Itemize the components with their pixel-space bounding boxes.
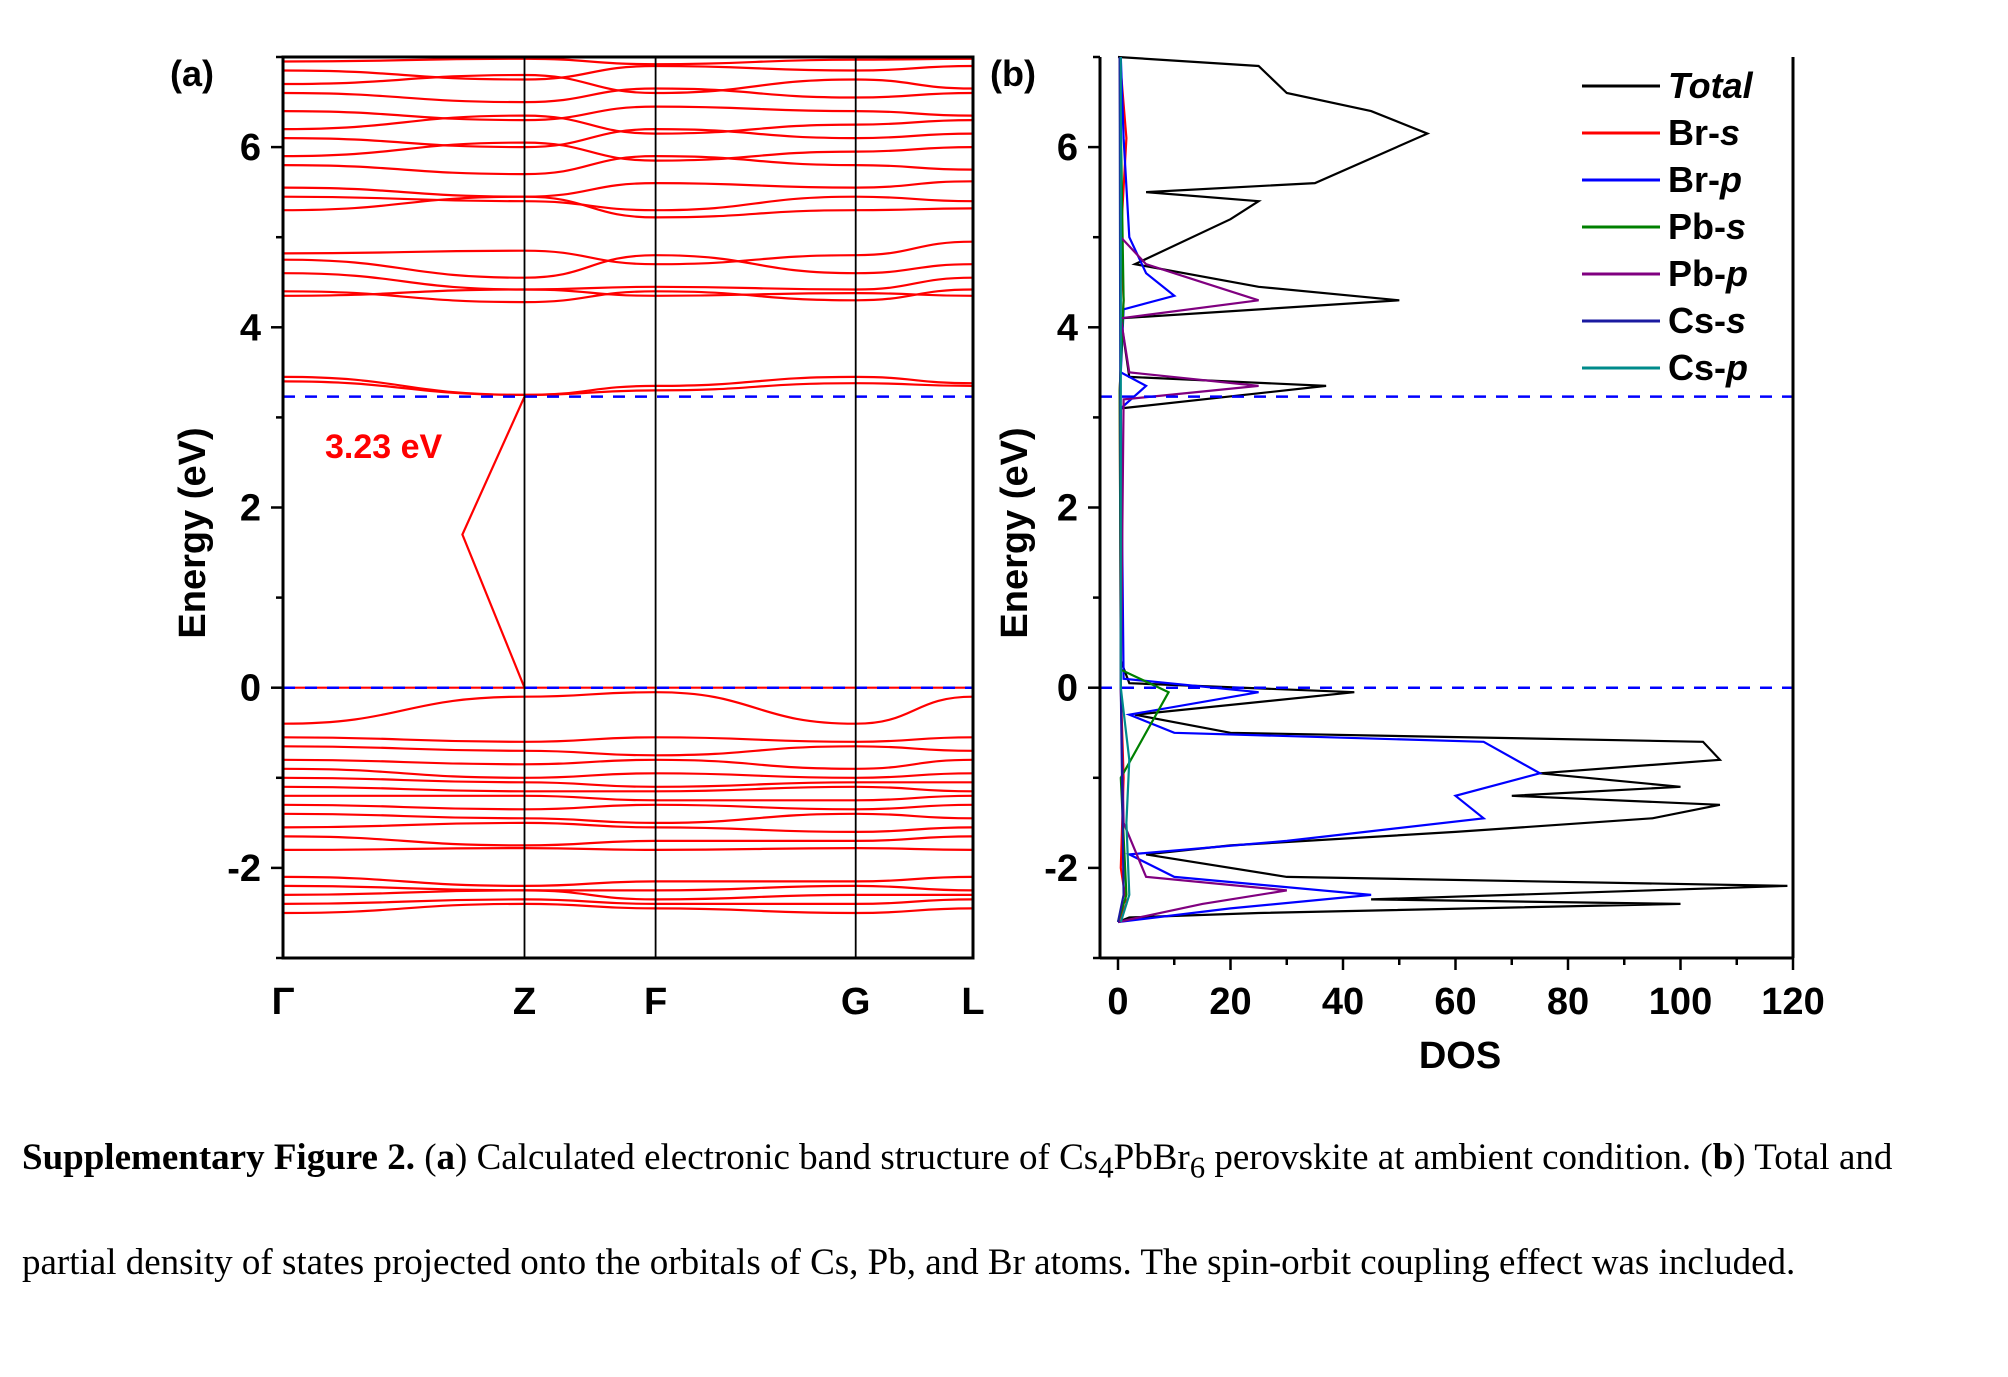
band-line xyxy=(282,776,973,788)
kpoint-label: F xyxy=(644,981,667,1023)
kpoint-label: L xyxy=(961,981,984,1023)
legend-entry: Cs-s xyxy=(1668,300,1746,341)
band-line xyxy=(282,105,974,122)
dos-series-total xyxy=(1117,55,1788,924)
band-line xyxy=(282,835,974,847)
panel-a-y-axis-title: Energy (eV) xyxy=(172,427,214,638)
band-line xyxy=(282,736,974,743)
legend-entry: Cs-p xyxy=(1668,347,1748,388)
caption-a-marker: a xyxy=(436,1137,456,1178)
kpoint-label: Γ xyxy=(272,981,295,1023)
caption-text-4: Total and partial density of states proj… xyxy=(22,1137,1893,1284)
band-lines xyxy=(282,57,974,915)
legend-entry: Br-s xyxy=(1668,112,1740,153)
band-line xyxy=(282,195,974,219)
y-tick-label: 2 xyxy=(240,488,261,530)
dos-series-pb-p xyxy=(1117,56,1287,924)
band-line xyxy=(282,889,973,901)
band-line xyxy=(282,902,974,915)
band-line xyxy=(282,195,974,212)
band-line xyxy=(282,846,974,852)
caption-sub-2: 6 xyxy=(1189,1150,1206,1185)
band-gap-annotation: 3.23 eV xyxy=(325,428,443,466)
band-line xyxy=(282,64,974,81)
band-line xyxy=(282,812,974,825)
band-line xyxy=(282,745,974,757)
y-tick-label: 2 xyxy=(1057,488,1078,530)
dos-series-pb-s xyxy=(1116,56,1171,923)
x-tick-label: 80 xyxy=(1547,981,1589,1023)
band-line xyxy=(282,240,974,266)
y-tick-label: 6 xyxy=(240,127,261,169)
x-tick-label: 20 xyxy=(1209,981,1251,1023)
y-tick-label: 4 xyxy=(1057,307,1078,349)
panel-b-y-axis-title: Energy (eV) xyxy=(994,427,1036,638)
y-tick-label: 6 xyxy=(1057,127,1078,169)
legend-entry: Total xyxy=(1668,65,1754,106)
dos-series-br-p xyxy=(1117,56,1543,924)
caption-text-1: Calculated electronic band structure of … xyxy=(476,1137,1099,1178)
caption-label: Supplementary Figure 2. xyxy=(22,1137,415,1178)
kpoint-label: Z xyxy=(513,981,536,1023)
caption-b-marker: b xyxy=(1712,1137,1734,1178)
band-line xyxy=(282,875,974,888)
legend-entry: Pb-p xyxy=(1668,253,1748,294)
legend-entry: Br-p xyxy=(1668,159,1742,200)
band-line xyxy=(282,884,974,892)
band-line xyxy=(282,272,974,291)
figure-caption: Supplementary Figure 2. (a) Calculated e… xyxy=(22,1137,1893,1284)
y-tick-label: 4 xyxy=(240,307,261,349)
band-line xyxy=(282,898,974,906)
band-line xyxy=(282,803,974,811)
band-line xyxy=(282,180,974,198)
panel-a-label: (a) xyxy=(170,53,214,94)
x-tick-label: 120 xyxy=(1761,981,1824,1023)
band-line xyxy=(282,57,974,66)
band-line xyxy=(283,794,974,802)
x-tick-label: 60 xyxy=(1434,981,1476,1023)
y-tick-label: -2 xyxy=(227,848,261,890)
legend-entry: Pb-s xyxy=(1668,206,1746,247)
x-tick-label: 40 xyxy=(1322,981,1364,1023)
panel-a-axes: Γ Z F G L -2 0 2 4 6 xyxy=(227,55,985,1023)
y-tick-label: 0 xyxy=(1057,668,1078,710)
x-tick-label: 0 xyxy=(1107,981,1128,1023)
x-tick-label: 100 xyxy=(1649,981,1712,1023)
band-line xyxy=(282,254,974,279)
caption-sub-1: 4 xyxy=(1098,1150,1114,1185)
band-structure-panel: (a) Energy (eV) Γ Z F G L -2 0 2 4 6 3.23 eV xyxy=(170,53,985,1023)
caption-text-3: perovskite at ambient condition. ( xyxy=(1205,1137,1713,1178)
band-line xyxy=(282,87,974,104)
panel-b-x-axis-title: DOS xyxy=(1419,1035,1501,1077)
band-line xyxy=(282,758,974,770)
panel-b-label: (b) xyxy=(990,53,1036,94)
caption-text-2: PbBr xyxy=(1113,1137,1190,1178)
y-tick-label: 0 xyxy=(240,668,261,710)
kpoint-label: G xyxy=(841,981,871,1023)
band-line xyxy=(282,691,974,725)
band-line xyxy=(282,821,974,834)
band-gap-arrow xyxy=(461,396,526,689)
dos-legend: Total Br-s Br-p Pb-s Pb-p Cs-s Cs-p xyxy=(1582,65,1754,388)
y-tick-label: -2 xyxy=(1044,848,1078,890)
dos-curves xyxy=(1116,55,1788,924)
dos-series-cs-p xyxy=(1119,57,1131,923)
band-line xyxy=(282,767,974,779)
